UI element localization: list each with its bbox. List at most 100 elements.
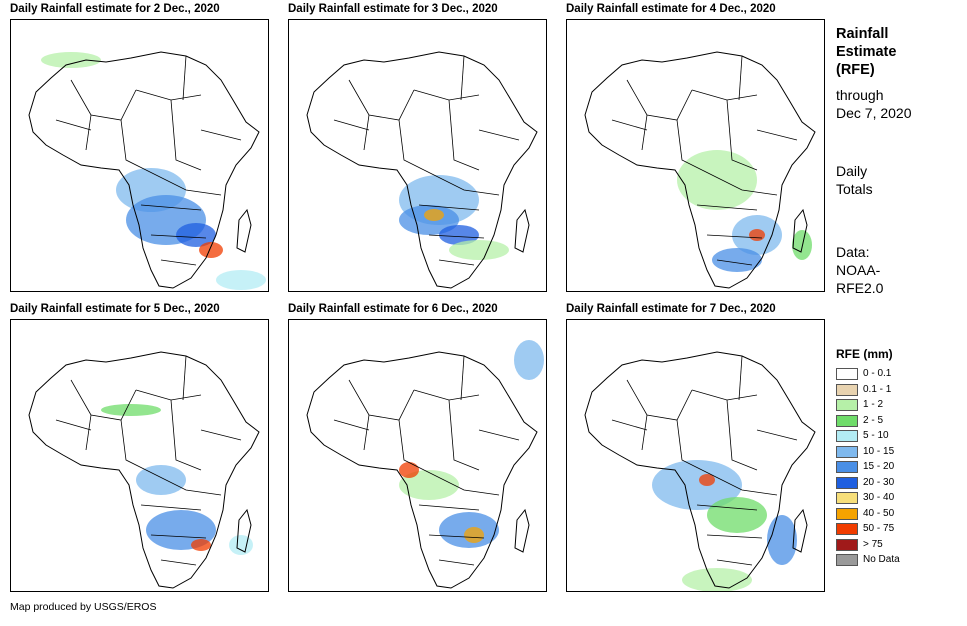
data-line: RFE2.0 xyxy=(836,280,884,296)
heading-line: Rainfall xyxy=(836,26,889,42)
country-border xyxy=(676,419,703,471)
country-border xyxy=(756,129,798,141)
country-border xyxy=(398,119,425,171)
coastline xyxy=(306,351,538,589)
legend-swatch xyxy=(836,538,858,551)
rainfall-area xyxy=(399,470,459,500)
country-border xyxy=(182,55,187,101)
rainfall-area xyxy=(792,230,812,260)
madagascar-outline xyxy=(514,508,530,553)
legend-swatch xyxy=(836,445,858,458)
country-border xyxy=(120,119,147,171)
sidebar-through: through Dec 7, 2020 xyxy=(836,86,912,122)
country-border xyxy=(398,419,425,471)
legend-swatch xyxy=(836,554,858,566)
panel-title: Daily Rainfall estimate for 7 Dec., 2020 xyxy=(566,303,776,315)
country-border xyxy=(145,169,222,196)
rainfall-area xyxy=(199,242,223,258)
country-border xyxy=(611,119,648,131)
totals-line: Totals xyxy=(836,181,873,197)
country-border xyxy=(418,204,480,211)
country-border xyxy=(145,469,222,496)
country-border xyxy=(423,469,500,496)
legend-label: > 75 xyxy=(863,538,883,550)
rainfall-area xyxy=(229,535,253,555)
through-line: through xyxy=(836,87,884,103)
rainfall-area xyxy=(449,240,509,260)
panel-title: Daily Rainfall estimate for 4 Dec., 2020 xyxy=(566,3,776,15)
legend-swatch xyxy=(836,383,858,396)
country-border xyxy=(478,129,520,141)
rainfall-map xyxy=(566,319,825,592)
rainfall-area xyxy=(176,223,216,247)
sidebar-totals: Daily Totals xyxy=(836,162,873,198)
country-border xyxy=(333,119,370,131)
country-border xyxy=(120,419,147,471)
rainfall-area xyxy=(101,404,161,416)
country-border xyxy=(150,534,207,539)
heading-line: Estimate xyxy=(836,44,897,60)
legend-swatch xyxy=(836,414,858,427)
country-border xyxy=(70,79,137,121)
coastline xyxy=(584,51,816,289)
rainfall-map xyxy=(288,319,547,592)
country-border xyxy=(448,399,480,471)
madagascar-outline xyxy=(792,208,808,253)
country-border xyxy=(611,419,648,431)
country-border xyxy=(160,559,197,566)
rainfall-area xyxy=(767,515,797,565)
country-border xyxy=(135,89,202,101)
country-border xyxy=(701,169,778,196)
country-border xyxy=(726,99,758,171)
country-border xyxy=(716,259,753,266)
country-border xyxy=(418,504,480,511)
legend-label: 0.1 - 1 xyxy=(863,383,892,395)
country-border xyxy=(696,504,758,511)
legend-swatch xyxy=(836,492,858,504)
country-border xyxy=(726,399,758,471)
rainfall-area xyxy=(136,465,186,495)
country-border xyxy=(706,534,763,539)
country-border xyxy=(160,259,197,266)
legend-label: 50 - 75 xyxy=(863,523,895,534)
country-border xyxy=(85,114,92,151)
rainfall-area xyxy=(707,497,767,533)
legend-label: No Data xyxy=(863,554,900,565)
rainfall-map xyxy=(10,19,269,292)
country-border xyxy=(676,119,703,171)
legend-swatch xyxy=(836,507,858,520)
legend-label: 15 - 20 xyxy=(863,461,895,472)
africa-map-graphic xyxy=(28,51,266,290)
legend-swatch xyxy=(836,399,858,411)
panel-title: Daily Rainfall estimate for 5 Dec., 2020 xyxy=(10,303,220,315)
country-border xyxy=(363,414,370,451)
madagascar-outline xyxy=(236,208,252,253)
legend-label: 10 - 15 xyxy=(863,445,895,457)
rainfall-map xyxy=(566,19,825,292)
coastline xyxy=(28,351,260,589)
coastline xyxy=(306,51,538,289)
credit-text: Map produced by USGS/EROS xyxy=(10,601,157,613)
rainfall-area xyxy=(677,150,757,210)
panel-title: Daily Rainfall estimate for 2 Dec., 2020 xyxy=(10,3,220,15)
country-border xyxy=(200,129,242,141)
rainfall-area xyxy=(699,474,715,486)
rainfall-area xyxy=(191,539,211,551)
country-border xyxy=(428,234,485,239)
madagascar-outline xyxy=(236,508,252,553)
rainfall-area xyxy=(41,52,101,68)
heading-line: (RFE) xyxy=(836,62,875,78)
country-border xyxy=(423,169,500,196)
legend-label: 20 - 30 xyxy=(863,476,895,488)
africa-map-graphic xyxy=(306,51,538,289)
data-line: NOAA- xyxy=(836,262,881,278)
country-border xyxy=(641,114,648,151)
country-border xyxy=(150,234,207,239)
country-border xyxy=(348,79,415,121)
country-border xyxy=(438,559,475,566)
legend-title: RFE (mm) xyxy=(836,347,893,361)
country-border xyxy=(738,55,743,101)
country-border xyxy=(738,355,743,401)
country-border xyxy=(626,79,693,121)
legend-swatch xyxy=(836,476,858,489)
